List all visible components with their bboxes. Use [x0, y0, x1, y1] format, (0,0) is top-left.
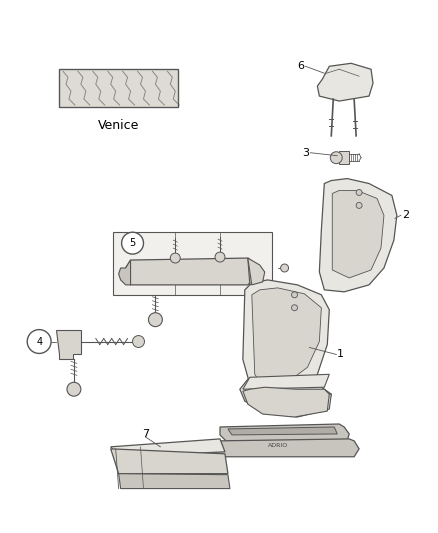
Polygon shape — [240, 377, 331, 414]
Bar — [59, 69, 178, 107]
Polygon shape — [56, 329, 81, 359]
Circle shape — [27, 329, 51, 353]
Circle shape — [356, 203, 362, 208]
Polygon shape — [111, 439, 225, 457]
Polygon shape — [243, 280, 329, 399]
Circle shape — [122, 232, 144, 254]
Polygon shape — [339, 151, 349, 164]
Polygon shape — [332, 190, 384, 278]
Circle shape — [170, 253, 180, 263]
Polygon shape — [318, 63, 373, 101]
Circle shape — [292, 305, 297, 311]
Polygon shape — [248, 258, 265, 285]
Text: 1: 1 — [337, 350, 344, 359]
Polygon shape — [119, 474, 230, 489]
Polygon shape — [119, 260, 131, 285]
Circle shape — [148, 313, 162, 327]
Polygon shape — [126, 258, 255, 285]
Circle shape — [292, 292, 297, 298]
Circle shape — [281, 264, 289, 272]
Circle shape — [67, 382, 81, 396]
Circle shape — [133, 336, 145, 348]
Polygon shape — [59, 69, 178, 107]
Polygon shape — [252, 288, 321, 389]
Polygon shape — [113, 232, 272, 295]
Text: 6: 6 — [297, 61, 304, 71]
Polygon shape — [319, 179, 397, 292]
Polygon shape — [220, 424, 349, 441]
Polygon shape — [111, 449, 228, 474]
Polygon shape — [243, 387, 329, 417]
Text: 4: 4 — [36, 336, 42, 346]
Text: Venice: Venice — [98, 119, 139, 132]
Polygon shape — [248, 258, 262, 285]
Polygon shape — [228, 427, 337, 435]
Text: 7: 7 — [142, 429, 149, 439]
Polygon shape — [272, 394, 331, 417]
Circle shape — [215, 252, 225, 262]
Text: 2: 2 — [402, 211, 409, 220]
Polygon shape — [243, 374, 329, 389]
Text: ADRIO: ADRIO — [268, 443, 288, 448]
Text: 5: 5 — [129, 238, 136, 248]
Circle shape — [356, 190, 362, 196]
Polygon shape — [215, 439, 359, 457]
Text: 3: 3 — [302, 148, 309, 158]
Circle shape — [330, 152, 342, 164]
